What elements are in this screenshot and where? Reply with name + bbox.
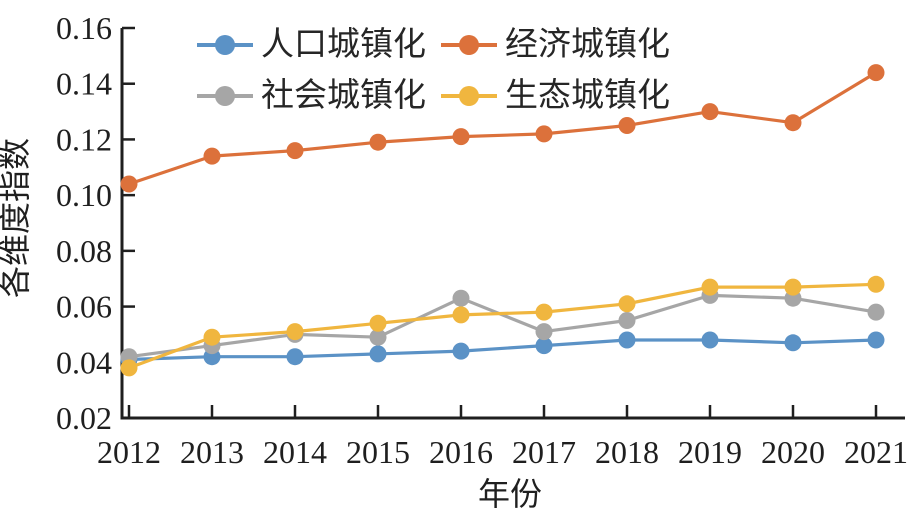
data-point-marker: [203, 147, 221, 165]
series-生态城镇化: [120, 275, 885, 377]
y-tick-label: 0.02: [56, 400, 112, 436]
data-point-marker: [286, 142, 304, 160]
data-point-marker: [784, 334, 802, 352]
data-point-marker: [784, 278, 802, 296]
economic-series-marker-icon: [441, 35, 497, 55]
data-point-marker: [369, 133, 387, 151]
data-point-marker: [701, 278, 719, 296]
data-series: [120, 64, 885, 377]
series-line: [128, 338, 877, 362]
data-point-marker: [286, 348, 304, 366]
data-point-marker: [369, 345, 387, 363]
y-tick-label: 0.08: [56, 233, 112, 269]
x-tick-label: 2012: [97, 434, 161, 470]
data-point-marker: [535, 303, 553, 321]
data-point-marker: [452, 289, 470, 307]
chart-legend: 人口城镇化 经济城镇化 社会城镇化 生态城镇化: [197, 26, 670, 115]
x-tick-label: 2013: [180, 434, 244, 470]
data-point-marker: [203, 328, 221, 346]
data-point-marker: [618, 312, 636, 329]
data-point-marker: [784, 114, 802, 132]
y-tick-label: 0.06: [56, 289, 112, 325]
series-line: [128, 282, 877, 370]
data-point-marker: [286, 323, 304, 341]
data-point-marker: [369, 328, 387, 346]
x-tick-label: 2018: [595, 434, 659, 470]
y-tick-label: 0.12: [56, 121, 112, 157]
data-point-marker: [618, 295, 636, 313]
x-tick-label: 2020: [761, 434, 825, 470]
data-point-marker: [535, 125, 553, 143]
x-tick-label: 2015: [346, 434, 410, 470]
data-point-marker: [369, 314, 387, 332]
series-经济城镇化: [120, 64, 885, 193]
x-tick-label: 2019: [678, 434, 742, 470]
legend-item-social: 社会城镇化: [197, 77, 426, 115]
data-point-marker: [452, 342, 470, 360]
x-tick-label: 2014: [263, 434, 327, 470]
data-point-marker: [618, 331, 636, 349]
data-point-marker: [867, 331, 885, 349]
legend-item-economic: 经济城镇化: [441, 26, 670, 64]
x-tick-label: 2021: [844, 434, 908, 470]
data-point-marker: [867, 303, 885, 321]
data-point-marker: [535, 323, 553, 341]
series-line: [128, 71, 877, 186]
y-axis-title: 各维度指数: [0, 138, 33, 298]
legend-label-population: 人口城镇化: [261, 27, 426, 63]
data-point-marker: [867, 275, 885, 293]
x-axis-title: 年份: [478, 476, 542, 512]
x-tick-label: 2017: [512, 434, 576, 470]
y-tick-label: 0.10: [56, 177, 112, 213]
population-series-marker-icon: [197, 35, 253, 55]
data-point-marker: [701, 103, 719, 121]
data-point-marker: [452, 306, 470, 324]
y-tick-label: 0.04: [56, 344, 112, 380]
data-point-marker: [452, 128, 470, 146]
data-point-marker: [535, 337, 553, 355]
data-point-marker: [867, 64, 885, 82]
data-point-marker: [120, 175, 138, 193]
legend-label-economic: 经济城镇化: [505, 27, 670, 63]
y-tick-label: 0.14: [56, 66, 112, 102]
data-point-marker: [701, 331, 719, 349]
legend-label-ecological: 生态城镇化: [505, 78, 670, 114]
legend-item-ecological: 生态城镇化: [441, 77, 670, 115]
y-tick-label: 0.16: [56, 10, 112, 46]
legend-label-social: 社会城镇化: [261, 78, 426, 114]
data-point-marker: [618, 117, 636, 134]
ecological-series-marker-icon: [441, 86, 497, 106]
data-point-marker: [120, 359, 138, 377]
series-社会城镇化: [120, 286, 885, 366]
social-series-marker-icon: [197, 86, 253, 106]
axes: 0.02 0.04 0.06 0.08 0.10 0.12 0.14 0.16 2012 2013…: [56, 10, 908, 470]
x-tick-label: 2016: [429, 434, 493, 470]
legend-item-population: 人口城镇化: [197, 26, 426, 64]
